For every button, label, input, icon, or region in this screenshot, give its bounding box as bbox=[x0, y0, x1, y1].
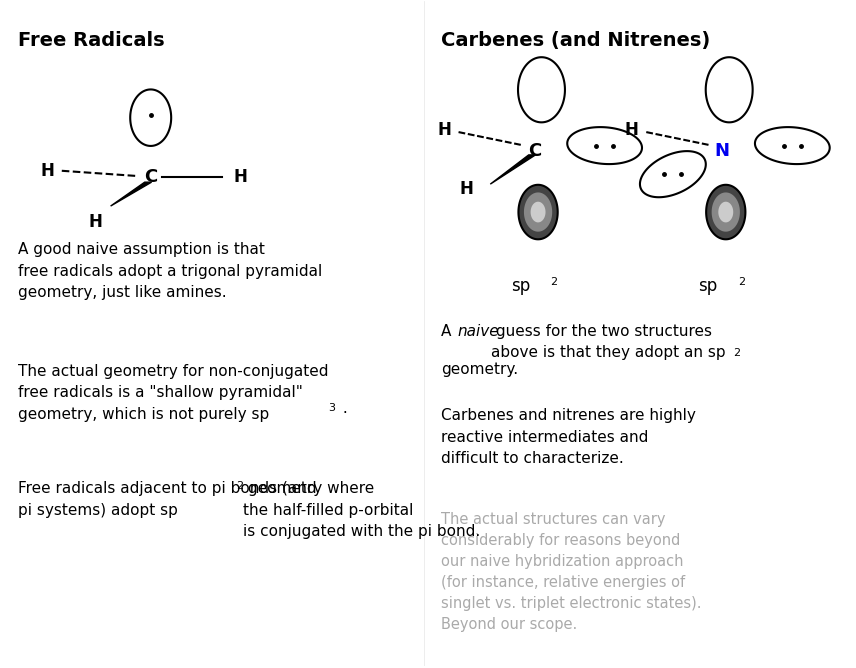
Text: 2: 2 bbox=[236, 481, 243, 491]
Polygon shape bbox=[568, 127, 642, 164]
Text: 2: 2 bbox=[734, 348, 740, 358]
Text: geometry.: geometry. bbox=[441, 362, 518, 377]
Polygon shape bbox=[519, 185, 558, 239]
Text: H: H bbox=[625, 121, 639, 139]
Text: Free Radicals: Free Radicals bbox=[19, 31, 165, 50]
Text: 2: 2 bbox=[550, 277, 557, 287]
Text: A: A bbox=[441, 324, 456, 339]
Text: Free radicals adjacent to pi bonds (and
pi systems) adopt sp: Free radicals adjacent to pi bonds (and … bbox=[19, 481, 317, 518]
Polygon shape bbox=[110, 182, 152, 206]
Polygon shape bbox=[518, 57, 565, 122]
Text: A good naive assumption is that
free radicals adopt a trigonal pyramidal
geometr: A good naive assumption is that free rad… bbox=[19, 242, 323, 300]
Polygon shape bbox=[490, 155, 536, 184]
Polygon shape bbox=[718, 202, 734, 222]
Text: naive: naive bbox=[458, 324, 500, 339]
Text: The actual structures can vary
considerably for reasons beyond
our naive hybridi: The actual structures can vary considera… bbox=[441, 512, 701, 632]
Text: geometry where
the half-filled p-orbital
is conjugated with the pi bond.: geometry where the half-filled p-orbital… bbox=[243, 481, 480, 539]
Text: Carbenes and nitrenes are highly
reactive intermediates and
difficult to charact: Carbenes and nitrenes are highly reactiv… bbox=[441, 408, 696, 466]
Text: H: H bbox=[437, 121, 451, 139]
Text: H: H bbox=[234, 168, 247, 186]
Polygon shape bbox=[640, 151, 706, 197]
Text: N: N bbox=[715, 142, 730, 160]
Text: sp: sp bbox=[511, 277, 530, 295]
Text: sp: sp bbox=[698, 277, 717, 295]
Polygon shape bbox=[524, 192, 552, 232]
Text: C: C bbox=[144, 168, 158, 186]
Polygon shape bbox=[755, 127, 829, 164]
Polygon shape bbox=[705, 57, 752, 122]
Text: 2: 2 bbox=[738, 277, 745, 287]
Text: H: H bbox=[88, 212, 102, 230]
Text: 3: 3 bbox=[328, 403, 336, 413]
Polygon shape bbox=[130, 90, 171, 146]
Polygon shape bbox=[711, 192, 740, 232]
Polygon shape bbox=[531, 202, 545, 222]
Text: The actual geometry for non-conjugated
free radicals is a "shallow pyramidal"
ge: The actual geometry for non-conjugated f… bbox=[19, 363, 329, 422]
Text: H: H bbox=[460, 180, 473, 198]
Text: guess for the two structures
above is that they adopt an sp: guess for the two structures above is th… bbox=[491, 324, 726, 360]
Text: .: . bbox=[338, 401, 348, 415]
Text: Carbenes (and Nitrenes): Carbenes (and Nitrenes) bbox=[441, 31, 710, 50]
Text: H: H bbox=[40, 162, 54, 180]
Text: C: C bbox=[528, 142, 541, 160]
Polygon shape bbox=[706, 185, 746, 239]
